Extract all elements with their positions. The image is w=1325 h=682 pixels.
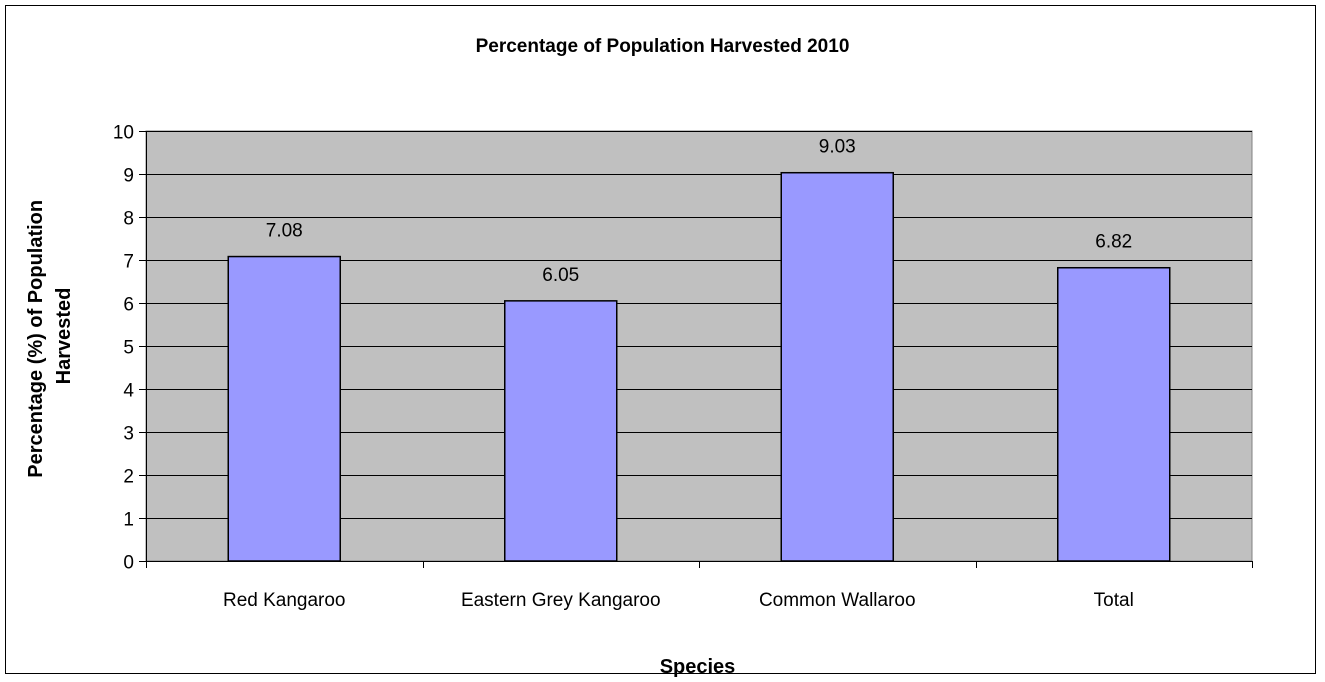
x-tick-label: Red Kangaroo xyxy=(223,590,346,611)
bar xyxy=(504,300,618,562)
x-tick-label: Total xyxy=(1094,590,1134,611)
chart-title: Percentage of Population Harvested 2010 xyxy=(475,36,850,57)
y-tick-label: 7 xyxy=(123,252,134,273)
x-axis-title: Species xyxy=(659,656,736,678)
x-tick-label: Common Wallaroo xyxy=(759,590,916,611)
bar xyxy=(780,171,894,562)
bar xyxy=(1057,266,1171,562)
data-label: 6.05 xyxy=(542,265,579,286)
data-label: 7.08 xyxy=(266,221,303,242)
y-tick-label: 6 xyxy=(123,295,134,316)
x-tick-label: Eastern Grey Kangaroo xyxy=(461,590,661,611)
labels: 0 1 2 3 4 5 6 7 8 9 10 7.08 Red Kangaroo 6.05 Eastern … xyxy=(113,123,1134,612)
y-tick-label: 1 xyxy=(123,510,134,531)
y-axis-title-line-1: Percentage (%) of Population xyxy=(25,200,47,478)
y-tick-label: 8 xyxy=(123,209,134,230)
y-tick-label: 0 xyxy=(123,553,134,574)
bar xyxy=(227,255,341,562)
axes xyxy=(139,131,1253,568)
data-label: 6.82 xyxy=(1095,232,1132,253)
data-label: 9.03 xyxy=(819,137,856,158)
y-tick-label: 3 xyxy=(123,424,134,445)
y-axis-title: Percentage (%) of Population Harvested xyxy=(25,194,75,477)
y-tick-label: 5 xyxy=(123,338,134,359)
y-axis-title-line-2: Harvested xyxy=(53,288,75,385)
y-tick-label: 9 xyxy=(123,166,134,187)
y-tick-label: 10 xyxy=(113,123,134,144)
y-tick-label: 4 xyxy=(123,381,134,402)
y-tick-label: 2 xyxy=(123,467,134,488)
